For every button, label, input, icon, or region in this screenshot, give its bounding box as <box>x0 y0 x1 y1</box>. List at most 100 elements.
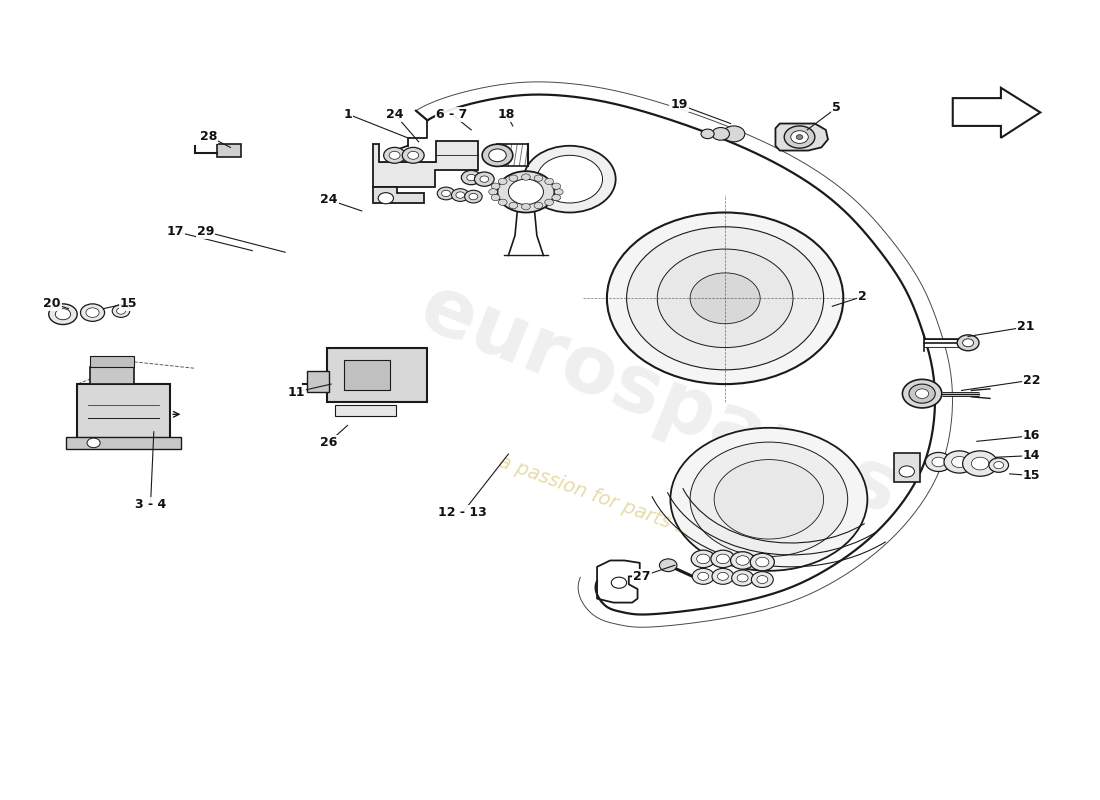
Circle shape <box>714 459 824 539</box>
Polygon shape <box>953 88 1041 138</box>
Circle shape <box>488 149 506 162</box>
Text: 22: 22 <box>1023 374 1041 386</box>
Circle shape <box>691 550 715 568</box>
Text: 14: 14 <box>1023 449 1041 462</box>
Circle shape <box>451 189 469 202</box>
Circle shape <box>524 146 616 213</box>
Text: 11: 11 <box>287 386 305 398</box>
Polygon shape <box>373 141 477 187</box>
Circle shape <box>482 144 513 166</box>
Circle shape <box>909 384 935 403</box>
Circle shape <box>932 457 945 466</box>
Circle shape <box>537 155 603 203</box>
Circle shape <box>993 462 1003 469</box>
Circle shape <box>627 227 824 370</box>
Circle shape <box>607 213 844 384</box>
Circle shape <box>455 192 464 198</box>
Text: 2: 2 <box>858 290 867 303</box>
Text: 29: 29 <box>197 225 213 238</box>
Circle shape <box>915 389 928 398</box>
Circle shape <box>962 451 998 476</box>
Circle shape <box>86 308 99 318</box>
Circle shape <box>612 577 627 588</box>
Circle shape <box>717 572 728 580</box>
Circle shape <box>112 305 130 318</box>
Circle shape <box>757 575 768 583</box>
Circle shape <box>962 339 974 346</box>
Text: 12 - 13: 12 - 13 <box>438 506 487 519</box>
Text: 15: 15 <box>1023 469 1041 482</box>
Circle shape <box>692 569 714 584</box>
FancyBboxPatch shape <box>344 360 390 390</box>
Circle shape <box>521 174 530 180</box>
Circle shape <box>408 151 419 159</box>
Circle shape <box>509 202 518 209</box>
FancyBboxPatch shape <box>307 371 329 392</box>
Circle shape <box>48 304 77 325</box>
Text: 19: 19 <box>671 98 688 111</box>
Circle shape <box>80 304 104 322</box>
Circle shape <box>389 151 400 159</box>
Circle shape <box>466 174 475 181</box>
Circle shape <box>544 199 553 206</box>
Polygon shape <box>776 123 828 150</box>
Text: 26: 26 <box>320 436 338 449</box>
Circle shape <box>492 194 500 201</box>
FancyBboxPatch shape <box>893 454 920 482</box>
Text: 6 - 7: 6 - 7 <box>436 107 468 121</box>
Text: 21: 21 <box>1018 321 1035 334</box>
Circle shape <box>497 171 554 213</box>
Circle shape <box>730 552 755 570</box>
Circle shape <box>751 571 773 587</box>
FancyBboxPatch shape <box>218 144 241 157</box>
Circle shape <box>711 550 735 568</box>
Text: 24: 24 <box>386 107 404 121</box>
Circle shape <box>925 453 952 471</box>
Text: 24: 24 <box>320 194 338 206</box>
Circle shape <box>544 178 553 185</box>
Circle shape <box>464 190 482 203</box>
Text: eurospares: eurospares <box>408 269 911 531</box>
Circle shape <box>989 458 1009 472</box>
Text: 15: 15 <box>120 297 138 310</box>
Circle shape <box>784 126 815 148</box>
Circle shape <box>750 554 774 571</box>
Circle shape <box>552 183 561 190</box>
Circle shape <box>716 554 729 564</box>
FancyBboxPatch shape <box>327 347 428 402</box>
Circle shape <box>971 457 989 470</box>
Circle shape <box>701 129 714 138</box>
Circle shape <box>55 309 70 320</box>
Circle shape <box>902 379 942 408</box>
Circle shape <box>498 199 507 206</box>
FancyBboxPatch shape <box>90 355 134 366</box>
Circle shape <box>756 558 769 567</box>
Text: 20: 20 <box>43 297 60 310</box>
Circle shape <box>488 189 497 195</box>
Text: 1: 1 <box>343 107 352 121</box>
Circle shape <box>509 175 518 182</box>
Circle shape <box>378 193 394 204</box>
Circle shape <box>498 178 507 185</box>
Text: a passion for parts since 1985: a passion for parts since 1985 <box>496 452 779 570</box>
Circle shape <box>952 457 967 467</box>
Circle shape <box>712 127 729 140</box>
Circle shape <box>480 176 488 182</box>
Circle shape <box>732 570 754 586</box>
Circle shape <box>384 147 406 163</box>
Circle shape <box>461 170 481 185</box>
Circle shape <box>87 438 100 448</box>
FancyBboxPatch shape <box>66 437 182 450</box>
Circle shape <box>658 249 793 347</box>
Circle shape <box>117 308 125 314</box>
Circle shape <box>723 126 745 142</box>
Text: 16: 16 <box>1023 430 1041 442</box>
Circle shape <box>535 202 543 209</box>
Circle shape <box>737 574 748 582</box>
Circle shape <box>791 130 808 143</box>
FancyBboxPatch shape <box>90 366 134 384</box>
Circle shape <box>552 194 561 201</box>
Circle shape <box>441 190 450 197</box>
Circle shape <box>736 556 749 566</box>
Text: 5: 5 <box>833 101 842 114</box>
